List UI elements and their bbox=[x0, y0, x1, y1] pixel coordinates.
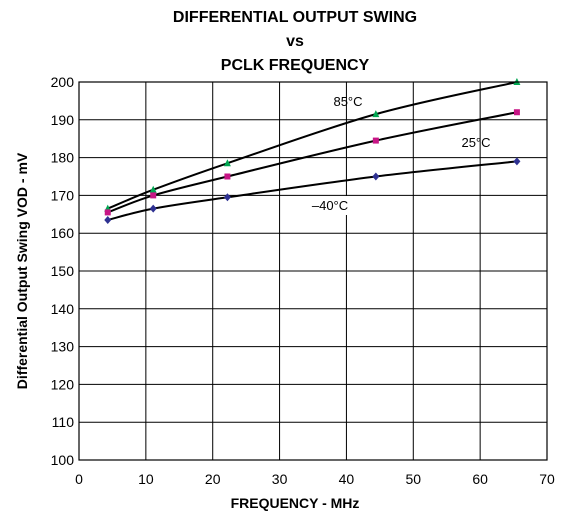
y-tick-label: 120 bbox=[51, 376, 75, 392]
series-label-0: 85°C bbox=[333, 94, 362, 109]
data-point-diamond bbox=[223, 193, 231, 202]
x-tick-label: 50 bbox=[405, 471, 421, 487]
x-tick-label: 10 bbox=[138, 471, 154, 487]
chart-title-line-2: vs bbox=[286, 33, 304, 50]
series-line-0 bbox=[107, 81, 518, 210]
y-tick-label: 140 bbox=[51, 301, 75, 317]
x-tick-label: 70 bbox=[539, 471, 555, 487]
x-axis-title: FREQUENCY - MHz bbox=[231, 495, 360, 511]
series-label-background bbox=[304, 196, 356, 215]
y-tick-label: 160 bbox=[51, 225, 75, 241]
series-label-2: –40°C bbox=[312, 198, 348, 213]
data-point-square bbox=[150, 192, 157, 199]
y-tick-label: 100 bbox=[51, 452, 75, 468]
series-label-1: 25°C bbox=[461, 135, 490, 150]
x-tick-label: 30 bbox=[272, 471, 288, 487]
y-tick-label: 180 bbox=[51, 150, 75, 166]
y-tick-label: 190 bbox=[51, 112, 75, 128]
y-tick-label: 130 bbox=[51, 339, 75, 355]
data-point-triangle bbox=[223, 159, 231, 167]
x-tick-label: 20 bbox=[205, 471, 221, 487]
data-point-diamond bbox=[149, 204, 157, 213]
grid bbox=[78, 81, 548, 461]
series-line-1 bbox=[107, 111, 518, 214]
x-tick-label: 0 bbox=[75, 471, 83, 487]
y-axis-title: Differential Output Swing VOD - mV bbox=[14, 152, 30, 389]
y-tick-label: 170 bbox=[51, 187, 75, 203]
data-point-triangle bbox=[372, 110, 380, 118]
data-point-triangle bbox=[149, 185, 157, 193]
tick-labels: 0 10 20 30 40 50 60 70 100 110 120 130 140 150 160 170 1… bbox=[51, 74, 555, 487]
data-point-diamond bbox=[104, 215, 112, 224]
data-point-diamond bbox=[513, 157, 521, 166]
data-point-square bbox=[513, 109, 520, 116]
series-markers bbox=[104, 78, 521, 224]
data-point-square bbox=[104, 209, 111, 216]
series-curves bbox=[107, 81, 518, 221]
plot-frame bbox=[78, 81, 548, 461]
data-point-diamond bbox=[372, 172, 380, 181]
x-tick-label: 60 bbox=[472, 471, 488, 487]
series-labels: 85°C 25°C –40°C bbox=[304, 94, 491, 215]
y-tick-label: 150 bbox=[51, 263, 75, 279]
chart-title-line-3: PCLK FREQUENCY bbox=[221, 57, 370, 74]
data-point-square bbox=[372, 137, 379, 144]
x-tick-label: 40 bbox=[339, 471, 355, 487]
series-line-2 bbox=[107, 160, 518, 221]
y-tick-label: 200 bbox=[51, 74, 75, 90]
y-tick-label: 110 bbox=[52, 414, 75, 430]
data-point-square bbox=[224, 173, 231, 180]
chart-title: DIFFERENTIAL OUTPUT SWING vs PCLK FREQUE… bbox=[173, 9, 417, 74]
chart-title-line-1: DIFFERENTIAL OUTPUT SWING bbox=[173, 9, 417, 26]
